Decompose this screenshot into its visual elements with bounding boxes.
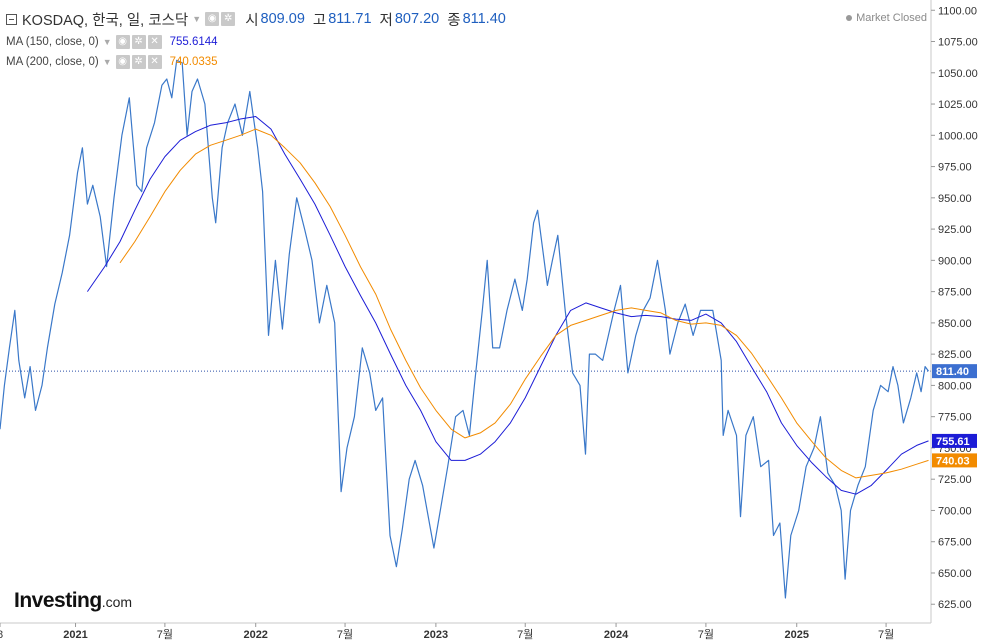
x-tick-label: 2022 bbox=[243, 629, 267, 641]
logo-name: Investing bbox=[14, 589, 102, 612]
gear-icon[interactable]: ✲ bbox=[221, 12, 236, 26]
y-tick-label: 775.00 bbox=[938, 412, 972, 424]
y-tick-label: 875.00 bbox=[938, 287, 972, 299]
eye-icon[interactable]: ◉ bbox=[115, 35, 130, 49]
close-icon[interactable]: ✕ bbox=[147, 55, 162, 69]
chart-legend: KOSDAQ, 한국, 일, 코스닥 ▼ ◉ ✲ 시 809.09 고 811.71… bbox=[6, 6, 506, 72]
y-tick-label: 975.00 bbox=[938, 162, 972, 174]
price-line bbox=[0, 59, 929, 599]
y-tick-label: 925.00 bbox=[938, 224, 972, 236]
gear-icon[interactable]: ✲ bbox=[131, 55, 146, 69]
ma150-tag: 755.61 bbox=[936, 436, 970, 448]
y-tick-label: 1000.00 bbox=[938, 130, 978, 142]
x-tick-label: 7월 bbox=[157, 628, 173, 641]
y-tick-label: 1050.00 bbox=[938, 68, 978, 80]
y-tick-label: 725.00 bbox=[938, 474, 972, 486]
x-tick-label: 7월 bbox=[517, 628, 533, 641]
indicator-row-ma150: MA (150, close, 0) ▼ ◉ ✲ ✕ 755.6144 bbox=[6, 32, 506, 52]
y-tick-label: 1075.00 bbox=[938, 37, 978, 49]
high-value: 811.71 bbox=[328, 11, 372, 27]
ma200-line bbox=[119, 128, 929, 479]
x-tick-label: 7월 bbox=[878, 628, 894, 641]
investing-logo: Investing.com bbox=[14, 589, 132, 613]
y-tick-label: 650.00 bbox=[938, 568, 972, 580]
ma200-value: 740.0335 bbox=[169, 56, 218, 68]
y-tick-label: 700.00 bbox=[938, 505, 972, 517]
x-tick-label: 7월 bbox=[337, 628, 353, 641]
y-tick-label: 850.00 bbox=[938, 318, 972, 330]
x-tick-label: 7월 bbox=[698, 628, 714, 641]
chevron-down-icon[interactable]: ▼ bbox=[192, 14, 202, 24]
chevron-down-icon[interactable]: ▼ bbox=[102, 57, 112, 67]
open-label: 시 bbox=[245, 12, 259, 29]
price-tags: 811.40 755.61 740.03 bbox=[932, 364, 977, 468]
market-status: Market Closed bbox=[846, 12, 927, 24]
ma150-tag-bg bbox=[932, 433, 977, 448]
ma150-line bbox=[86, 116, 929, 495]
ma200-label: MA (200, close, 0) bbox=[6, 56, 99, 68]
close-icon[interactable]: ✕ bbox=[147, 35, 162, 49]
y-tick-label: 800.00 bbox=[938, 380, 972, 392]
ma150-label: MA (150, close, 0) bbox=[6, 36, 99, 48]
logo-suffix: .com bbox=[101, 594, 133, 610]
eye-icon[interactable]: ◉ bbox=[205, 12, 220, 26]
close-value: 811.40 bbox=[462, 11, 506, 27]
x-tick-label: 2024 bbox=[604, 629, 629, 641]
low-label: 저 bbox=[379, 12, 393, 29]
ma150-value: 755.6144 bbox=[169, 36, 218, 48]
current-price-tag-bg bbox=[932, 364, 977, 379]
y-tick-label: 1025.00 bbox=[938, 99, 978, 111]
status-dot-icon bbox=[846, 15, 853, 22]
chevron-down-icon[interactable]: ▼ bbox=[102, 37, 112, 47]
y-tick-label: 950.00 bbox=[938, 193, 972, 205]
x-tick-label: 2021 bbox=[63, 629, 87, 641]
x-tick-label: 2025 bbox=[784, 629, 808, 641]
ma200-tag: 740.03 bbox=[936, 455, 970, 467]
high-label: 고 bbox=[312, 12, 327, 29]
open-value: 809.09 bbox=[260, 11, 305, 27]
market-status-text: Market Closed bbox=[856, 12, 927, 24]
y-tick-label: 1100.00 bbox=[938, 5, 977, 17]
collapse-icon[interactable] bbox=[6, 13, 17, 25]
symbol-row: KOSDAQ, 한국, 일, 코스닥 ▼ ◉ ✲ 시 809.09 고 811.71… bbox=[6, 6, 506, 32]
indicator-row-ma200: MA (200, close, 0) ▼ ◉ ✲ ✕ 740.0335 bbox=[6, 52, 506, 72]
y-tick-label: 675.00 bbox=[938, 537, 972, 549]
current-price-tag: 811.40 bbox=[936, 366, 969, 378]
x-tick-label: 2023 bbox=[424, 629, 448, 641]
ma200-tag-bg bbox=[932, 453, 977, 468]
gear-icon[interactable]: ✲ bbox=[131, 35, 146, 49]
y-tick-label: 625.00 bbox=[938, 599, 972, 611]
symbol-title: KOSDAQ, 한국, 일, 코스닥 bbox=[22, 12, 189, 29]
y-tick-label: 900.00 bbox=[938, 255, 972, 267]
low-value: 807.20 bbox=[394, 11, 440, 27]
series-layer bbox=[0, 59, 929, 599]
y-tick-label: 825.00 bbox=[938, 349, 972, 361]
x-tick-label: 8 bbox=[0, 629, 3, 641]
eye-icon[interactable]: ◉ bbox=[115, 55, 130, 69]
close-label: 종 bbox=[447, 12, 461, 29]
